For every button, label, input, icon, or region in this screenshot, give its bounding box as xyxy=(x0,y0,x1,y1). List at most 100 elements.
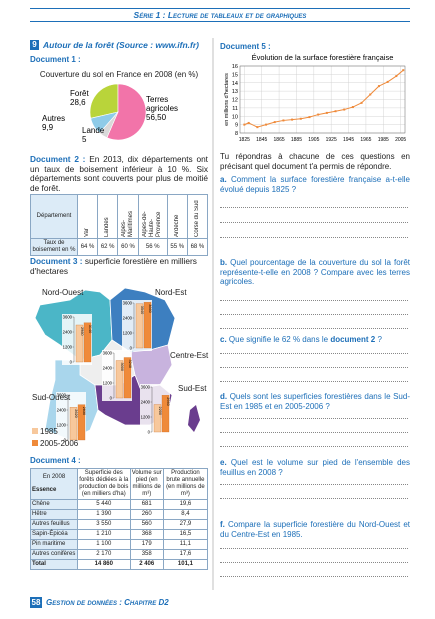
table-row: Chêne 5 440 681 19,6 xyxy=(30,499,209,510)
table-row: Pin maritime 1 100 179 11,1 xyxy=(30,539,209,550)
table-cell: Alpes-de-Haute-Provence xyxy=(142,210,163,237)
document-text: superficie forestière en milliers d'hect… xyxy=(30,256,197,276)
table-row: Autres feuillus 3 550 560 27,9 xyxy=(30,519,209,530)
table-cell: 358 xyxy=(129,549,164,560)
element: En 2008 Essence Superficie des forêts déd… xyxy=(30,468,209,500)
mini-tick-label: 3600 xyxy=(123,301,133,306)
answer-line xyxy=(220,353,408,354)
table-boisement: Département Var Landes Alpes-Maritimes A… xyxy=(30,194,209,256)
pie-value-label: 5 xyxy=(82,135,87,144)
document-label: Document 1 : xyxy=(30,55,81,64)
y-tick-label: 15 xyxy=(232,72,238,78)
table-cell: Hêtre xyxy=(30,509,78,520)
table-cell: Landes xyxy=(97,194,119,239)
line-point xyxy=(308,116,311,119)
element: Département Var Landes Alpes-Maritimes A… xyxy=(30,194,209,239)
question: d. Quels sont les superficies forestière… xyxy=(220,392,410,411)
x-tick-label: 1965 xyxy=(360,137,371,143)
table-cell: 19,6 xyxy=(162,499,209,510)
y-tick-label: 14 xyxy=(232,81,238,87)
table-cell: 5 440 xyxy=(77,499,131,510)
answer-line xyxy=(220,432,408,433)
mini-bar-label: 3660 xyxy=(148,304,152,312)
answer-line xyxy=(220,562,408,563)
region-corse xyxy=(188,405,200,432)
y-tick-label: 8 xyxy=(235,131,238,137)
mini-tick-label: 3600 xyxy=(63,315,73,320)
pie-title: Couverture du sol en France en 2008 (en … xyxy=(39,70,199,79)
answer-line xyxy=(220,446,408,447)
element: Chêne 5 440 681 19,6 Hêtre 1 390 260 8,4 Autres … xyxy=(30,499,209,570)
x-tick-label: 1925 xyxy=(326,137,337,143)
document-label: Document 2 : xyxy=(30,154,86,164)
document-label: Document 4 : xyxy=(30,456,81,465)
answer-line xyxy=(220,314,408,315)
x-tick-label: 1845 xyxy=(256,137,267,143)
document-label: Document 3 : xyxy=(30,256,83,266)
table-cell: 101,1 xyxy=(162,559,209,570)
answer-line xyxy=(220,367,408,368)
answer-line xyxy=(220,498,408,499)
answer-line xyxy=(220,381,408,382)
table-cell: Sapin-Épicéa xyxy=(30,529,78,540)
element: agricoles xyxy=(146,104,178,113)
table-essences: En 2008 Essence Superficie des forêts déd… xyxy=(30,468,209,570)
line-point xyxy=(369,93,372,96)
question-letter: e. xyxy=(220,458,227,467)
mini-tick-label: 3600 xyxy=(57,393,67,398)
table-cell: Ardèche xyxy=(173,214,180,237)
y-tick-label: 12 xyxy=(232,98,238,104)
table-cell: 68 % xyxy=(186,238,209,256)
line-point xyxy=(351,106,354,109)
line-point xyxy=(282,119,285,122)
table-cell: 1 210 xyxy=(77,529,131,540)
mini-tick-label: 2400 xyxy=(103,366,113,371)
document3-paragraph: Document 3 : superficie forestière en mi… xyxy=(30,256,208,276)
mini-tick-label: 3600 xyxy=(141,385,151,390)
answer-line xyxy=(220,484,408,485)
legend-swatch xyxy=(32,440,38,446)
table-cell: 560 xyxy=(129,519,164,530)
mini-tick-label: 3600 xyxy=(103,351,113,356)
pie-slice xyxy=(106,83,147,141)
line-point xyxy=(386,80,389,83)
mini-bar-label: 2960 xyxy=(80,327,84,335)
mini-tick-label: 0 xyxy=(130,346,133,351)
page-number: 58 xyxy=(30,597,42,608)
question-end: ? xyxy=(375,335,382,344)
answer-line xyxy=(220,576,408,577)
question: c. Que signifie le 62 % dans le document… xyxy=(220,335,410,345)
table-row: Total 14 860 2 406 101,1 xyxy=(30,559,209,570)
mini-tick-label: 1200 xyxy=(57,423,67,428)
legend-label: 1985 xyxy=(40,427,58,436)
line-series xyxy=(244,69,404,128)
mini-tick-label: 2400 xyxy=(141,400,151,405)
table-cell: Pin maritime xyxy=(30,539,78,550)
table-cell: 1 390 xyxy=(77,509,131,520)
question-text: Que signifie le 62 % dans le xyxy=(228,335,329,344)
question-text: Quel pourcentage de la couverture du sol… xyxy=(220,258,410,286)
question-letter: d. xyxy=(220,392,228,401)
legend-swatch xyxy=(32,428,38,434)
answer-line xyxy=(220,548,408,549)
y-tick-label: 16 xyxy=(232,64,238,70)
table-cell: En 2008 Essence xyxy=(30,468,78,500)
question: a. Comment la surface forestière françai… xyxy=(220,175,410,194)
table-cell: 62 % xyxy=(97,238,119,256)
mini-bar xyxy=(161,395,170,433)
y-axis-label: en millions d'hectares xyxy=(224,73,230,126)
region-label: Sud-Est xyxy=(178,384,207,393)
mini-bar-label: 2830 xyxy=(82,407,86,415)
mini-tick-label: 0 xyxy=(64,438,67,443)
line-point xyxy=(395,75,398,78)
mini-bar-label: 3240 xyxy=(128,360,132,368)
y-tick-label: 13 xyxy=(232,89,238,95)
line-point xyxy=(402,69,405,72)
table-cell: Var xyxy=(76,194,99,239)
table-cell: Production brute annuelle (en millions d… xyxy=(162,468,209,500)
mini-bar-label: 2620 xyxy=(74,409,78,417)
answer-line xyxy=(220,207,408,208)
mini-tick-label: 1200 xyxy=(123,331,133,336)
pie-label: Lande xyxy=(82,126,105,135)
chart-title: Évolution de la surface forestière franç… xyxy=(252,53,394,62)
